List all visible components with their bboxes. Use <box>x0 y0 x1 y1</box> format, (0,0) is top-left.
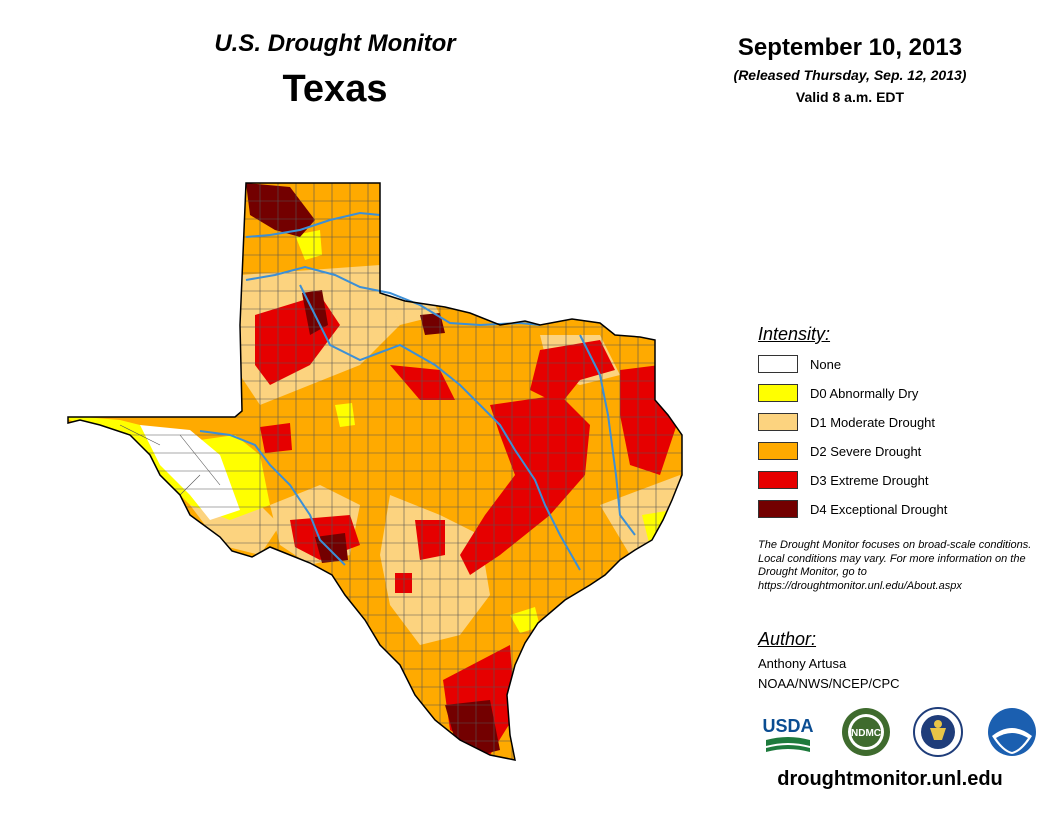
d3-area-permian <box>260 423 292 453</box>
doc-seal[interactable] <box>912 706 964 758</box>
noaa-logo[interactable] <box>986 706 1038 758</box>
texas-outline <box>67 182 683 761</box>
brazos-river <box>299 284 581 571</box>
legend-label: D2 Severe Drought <box>810 443 922 459</box>
author-title: Author: <box>758 629 817 649</box>
legend-label: D4 Exceptional Drought <box>810 501 948 517</box>
legend-label: D3 Extreme Drought <box>810 472 929 488</box>
state-title: Texas <box>282 68 388 110</box>
legend-swatch <box>758 500 798 518</box>
d3-area-north-central <box>530 340 615 405</box>
legend-label: D0 Abnormally Dry <box>810 385 919 401</box>
author-name: Anthony Artusa <box>758 656 847 671</box>
d3-area-brush-country <box>395 573 412 593</box>
legend-item: D0 Abnormally Dry <box>758 383 947 403</box>
d4-area-north <box>420 313 445 335</box>
legend-item: None <box>758 354 947 374</box>
release-date: (Released Thursday, Sep. 12, 2013) <box>733 67 967 83</box>
legend-item: D1 Moderate Drought <box>758 412 947 432</box>
trinity-river <box>579 334 636 536</box>
legend-item: D4 Exceptional Drought <box>758 499 947 519</box>
rivers <box>199 211 636 571</box>
rio-grande-pecos <box>199 430 346 566</box>
legend-swatch <box>758 384 798 402</box>
d4-area-southwest <box>315 533 348 563</box>
svg-text:USDA: USDA <box>762 716 813 736</box>
legend-item: D3 Extreme Drought <box>758 470 947 490</box>
legend: None D0 Abnormally Dry D1 Moderate Drought… <box>758 354 947 528</box>
legend-label: None <box>810 356 842 372</box>
d3-area-rolling-plains <box>390 365 455 400</box>
legend-item: D2 Severe Drought <box>758 441 947 461</box>
partner-logos: USDA NDMC <box>762 706 1052 762</box>
d3-area-central <box>460 395 590 575</box>
d3-area-hill-country <box>415 520 445 560</box>
svg-text:NDMC: NDMC <box>851 728 881 739</box>
canadian-river <box>245 211 381 238</box>
none-area-trans-pecos <box>140 425 240 520</box>
ndmc-logo[interactable]: NDMC <box>840 706 892 758</box>
d1-area-south-central <box>380 495 490 645</box>
valid-time: Valid 8 a.m. EDT <box>795 89 905 105</box>
legend-title: Intensity: <box>758 324 831 344</box>
monitor-title: U.S. Drought Monitor <box>214 30 456 57</box>
legend-swatch <box>758 442 798 460</box>
usda-logo[interactable]: USDA <box>762 706 814 758</box>
author-org: NOAA/NWS/NCEP/CPC <box>758 676 900 691</box>
legend-label: D1 Moderate Drought <box>810 414 936 430</box>
red-river <box>245 265 541 327</box>
d0-area-panhandle <box>295 230 322 260</box>
legend-swatch <box>758 355 798 373</box>
map-date: September 10, 2013 <box>737 34 963 61</box>
legend-swatch <box>758 413 798 431</box>
website-url[interactable]: droughtmonitor.unl.edu <box>777 768 1003 790</box>
d4-area-panhandle <box>246 183 315 237</box>
texas-drought-map <box>67 182 683 761</box>
d0-area-mid-coast <box>510 607 540 633</box>
drought-monitor-note: The Drought Monitor focuses on broad-sca… <box>758 539 1032 592</box>
legend-swatch <box>758 471 798 489</box>
